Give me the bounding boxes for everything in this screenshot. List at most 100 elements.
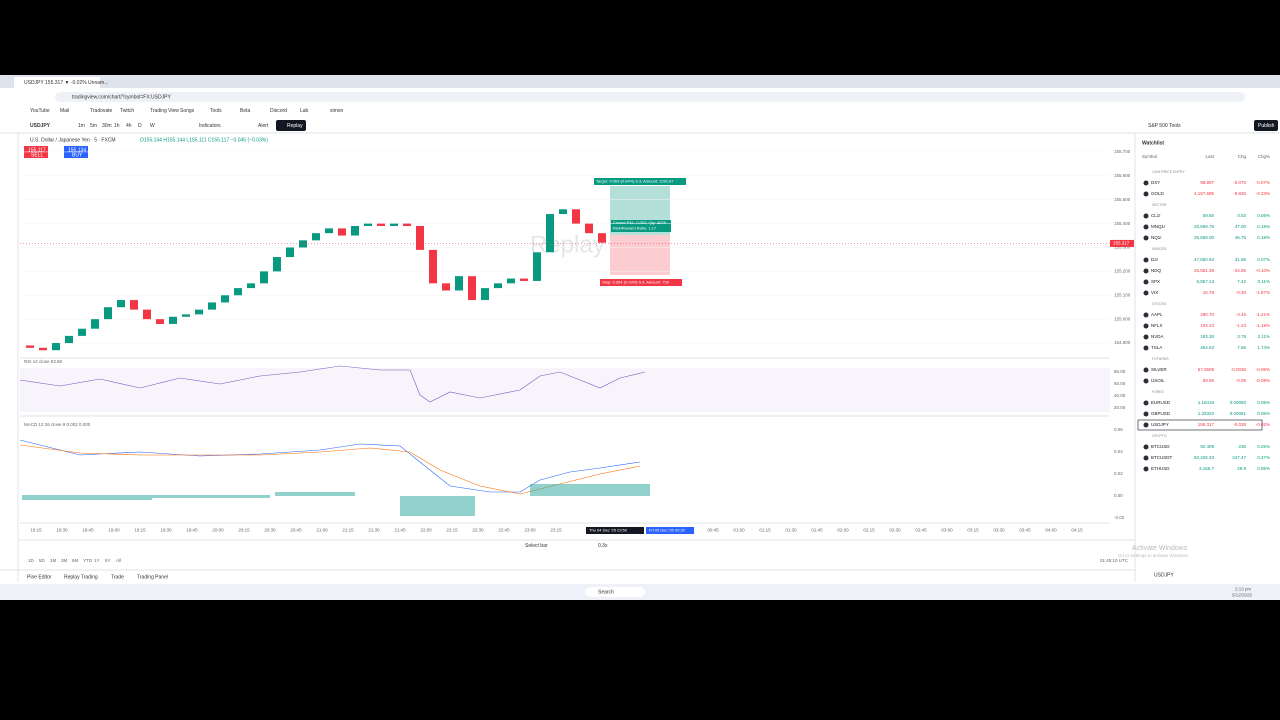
watch-cell[interactable]: 0.11% xyxy=(1258,279,1270,284)
watch-cell[interactable]: -0.07% xyxy=(1256,180,1270,185)
watch-cell[interactable]: NVDA xyxy=(1151,334,1164,339)
watch-cell[interactable]: 25,669.00 xyxy=(1194,235,1215,240)
url[interactable]: tradingview.com/chart/?symbol=FX:USDJPY xyxy=(72,94,171,100)
watch-cell[interactable]: DXY xyxy=(1151,180,1160,185)
watch-cell[interactable]: 0.18% xyxy=(1257,224,1270,229)
watch-cell[interactable]: 454.53 xyxy=(1200,345,1214,350)
watch-cell[interactable]: 92,409 xyxy=(1200,444,1214,449)
taskbar-search[interactable] xyxy=(585,587,645,597)
watch-cell[interactable]: EURUSD xyxy=(1151,400,1171,405)
watch-cell[interactable]: 0.95% xyxy=(1257,466,1270,471)
watch-cell[interactable]: 0.06% xyxy=(1257,411,1270,416)
range[interactable]: 1M xyxy=(50,558,57,563)
range[interactable]: 1Y xyxy=(94,558,100,563)
bookmark[interactable]: Tools xyxy=(210,108,222,114)
range[interactable]: 5Y xyxy=(105,558,111,563)
layout-name[interactable]: S&P 500 Tools xyxy=(1148,123,1181,129)
search-label[interactable]: Search xyxy=(598,589,614,595)
replay-label[interactable]: Replay xyxy=(287,123,303,129)
watch-cell[interactable]: SILVER xyxy=(1151,367,1167,372)
watch-cell[interactable]: 47.00 xyxy=(1235,224,1247,229)
interval[interactable]: 5m xyxy=(90,123,97,129)
range[interactable]: 1D xyxy=(28,558,35,563)
watch-cell[interactable]: -0.05 xyxy=(1236,378,1247,383)
watch-cell[interactable]: 57.0609 xyxy=(1198,367,1215,372)
watch-cell[interactable]: 59.60 xyxy=(1203,213,1215,218)
range[interactable]: 6M xyxy=(72,558,79,563)
watch-cell[interactable]: -0.08% xyxy=(1256,378,1270,383)
watch-cell[interactable]: -0.23% xyxy=(1256,191,1270,196)
watch-cell[interactable]: 25,581.39 xyxy=(1194,268,1215,273)
watch-cell[interactable]: 0.05% xyxy=(1257,213,1270,218)
panel-tab[interactable]: Trade xyxy=(111,574,124,580)
bookmark[interactable]: Lab xyxy=(300,108,309,114)
watch-cell[interactable]: NQ1! xyxy=(1151,235,1162,240)
watch-cell[interactable]: 2.11% xyxy=(1258,334,1270,339)
tab[interactable] xyxy=(14,77,100,88)
watch-cell[interactable]: -1.23 xyxy=(1236,323,1247,328)
watch-cell[interactable]: BTCUSDT xyxy=(1151,455,1173,460)
watch-cell[interactable]: -1.18% xyxy=(1256,323,1270,328)
watch-cell[interactable]: 1.74% xyxy=(1257,345,1270,350)
watch-cell[interactable]: 0.07% xyxy=(1257,257,1270,262)
watch-cell[interactable]: 4,197.695 xyxy=(1194,191,1215,196)
watch-cell[interactable]: 0.03 xyxy=(1237,213,1246,218)
watch-cell[interactable]: 92,425.33 xyxy=(1194,455,1215,460)
watch-cell[interactable]: SPX xyxy=(1151,279,1160,284)
indicators[interactable]: Indicators xyxy=(199,123,221,129)
panel-tab[interactable]: Replay Trading xyxy=(64,574,98,580)
watch-cell[interactable]: 0.26% xyxy=(1257,444,1270,449)
address-bar[interactable] xyxy=(55,92,1245,102)
buy-label[interactable]: BUY xyxy=(72,152,83,158)
watch-cell[interactable]: TSLA xyxy=(1151,345,1162,350)
watch-cell[interactable]: -0.0036 xyxy=(1231,367,1247,372)
loss-zone[interactable] xyxy=(610,235,670,275)
watch-cell[interactable]: 183.38 xyxy=(1200,334,1214,339)
bookmark[interactable]: Mail xyxy=(60,108,69,114)
watch-cell[interactable]: 3.79 xyxy=(1237,334,1246,339)
watch-cell[interactable]: -3.45 xyxy=(1236,312,1247,317)
range[interactable]: 3M xyxy=(61,558,68,563)
watch-cell[interactable]: AAPL xyxy=(1151,312,1163,317)
sell-price[interactable]: 155.117 xyxy=(28,147,46,153)
watch-cell[interactable]: -0.10% xyxy=(1256,268,1270,273)
watch-cell[interactable]: NFLX xyxy=(1151,323,1163,328)
interval[interactable]: 1m xyxy=(78,123,85,129)
watch-cell[interactable]: -0.038 xyxy=(1233,422,1246,427)
replay-button[interactable] xyxy=(276,120,306,131)
watch-cell[interactable]: 15.78 xyxy=(1203,290,1215,295)
watch-cell[interactable]: -0.06% xyxy=(1256,367,1270,372)
watch-cell[interactable]: 280.70 xyxy=(1200,312,1214,317)
panel-tab[interactable]: Trading Panel xyxy=(137,574,168,580)
speed[interactable]: 0.3x xyxy=(598,543,608,549)
buy-price[interactable]: 155.134 xyxy=(68,147,86,153)
watch-cell[interactable]: 25,669.75 xyxy=(1194,224,1215,229)
watch-cell[interactable]: 0.27% xyxy=(1257,455,1270,460)
bookmark[interactable]: Tradovate xyxy=(90,108,113,114)
watch-cell[interactable]: 6,857.13 xyxy=(1196,279,1214,284)
watch-cell[interactable]: 3,165.7 xyxy=(1199,466,1215,471)
watch-cell[interactable]: 103.23 xyxy=(1200,323,1214,328)
alert[interactable]: Alert xyxy=(258,123,269,129)
watch-cell[interactable]: BTCUSD xyxy=(1151,444,1170,449)
bookmark[interactable]: Discord xyxy=(270,108,287,114)
publish-label[interactable]: Publish xyxy=(1258,123,1275,129)
watch-cell[interactable]: -0.02% xyxy=(1256,422,1270,427)
bookmark[interactable]: Beta xyxy=(240,108,251,114)
watch-cell[interactable]: 7.42 xyxy=(1237,279,1246,284)
watch-cell[interactable]: -0.075 xyxy=(1233,180,1246,185)
sell-label[interactable]: SELL xyxy=(31,152,43,158)
watch-cell[interactable]: 59.66 xyxy=(1203,378,1215,383)
interval[interactable]: 1h xyxy=(114,123,120,129)
watch-cell[interactable]: -1.87% xyxy=(1256,290,1270,295)
interval[interactable]: 30m xyxy=(102,123,112,129)
watch-cell[interactable]: 155.317 xyxy=(1198,422,1215,427)
range[interactable]: 5D xyxy=(39,558,46,563)
watch-cell[interactable]: 236 xyxy=(1238,444,1246,449)
bookmark[interactable]: YouTube xyxy=(30,108,50,114)
publish-button[interactable] xyxy=(1254,120,1278,131)
range[interactable]: YTD xyxy=(83,558,93,563)
watch-cell[interactable]: 7.55 xyxy=(1237,345,1246,350)
watch-cell[interactable]: -9.835 xyxy=(1233,191,1246,196)
watch-cell[interactable]: 0.18% xyxy=(1257,235,1270,240)
